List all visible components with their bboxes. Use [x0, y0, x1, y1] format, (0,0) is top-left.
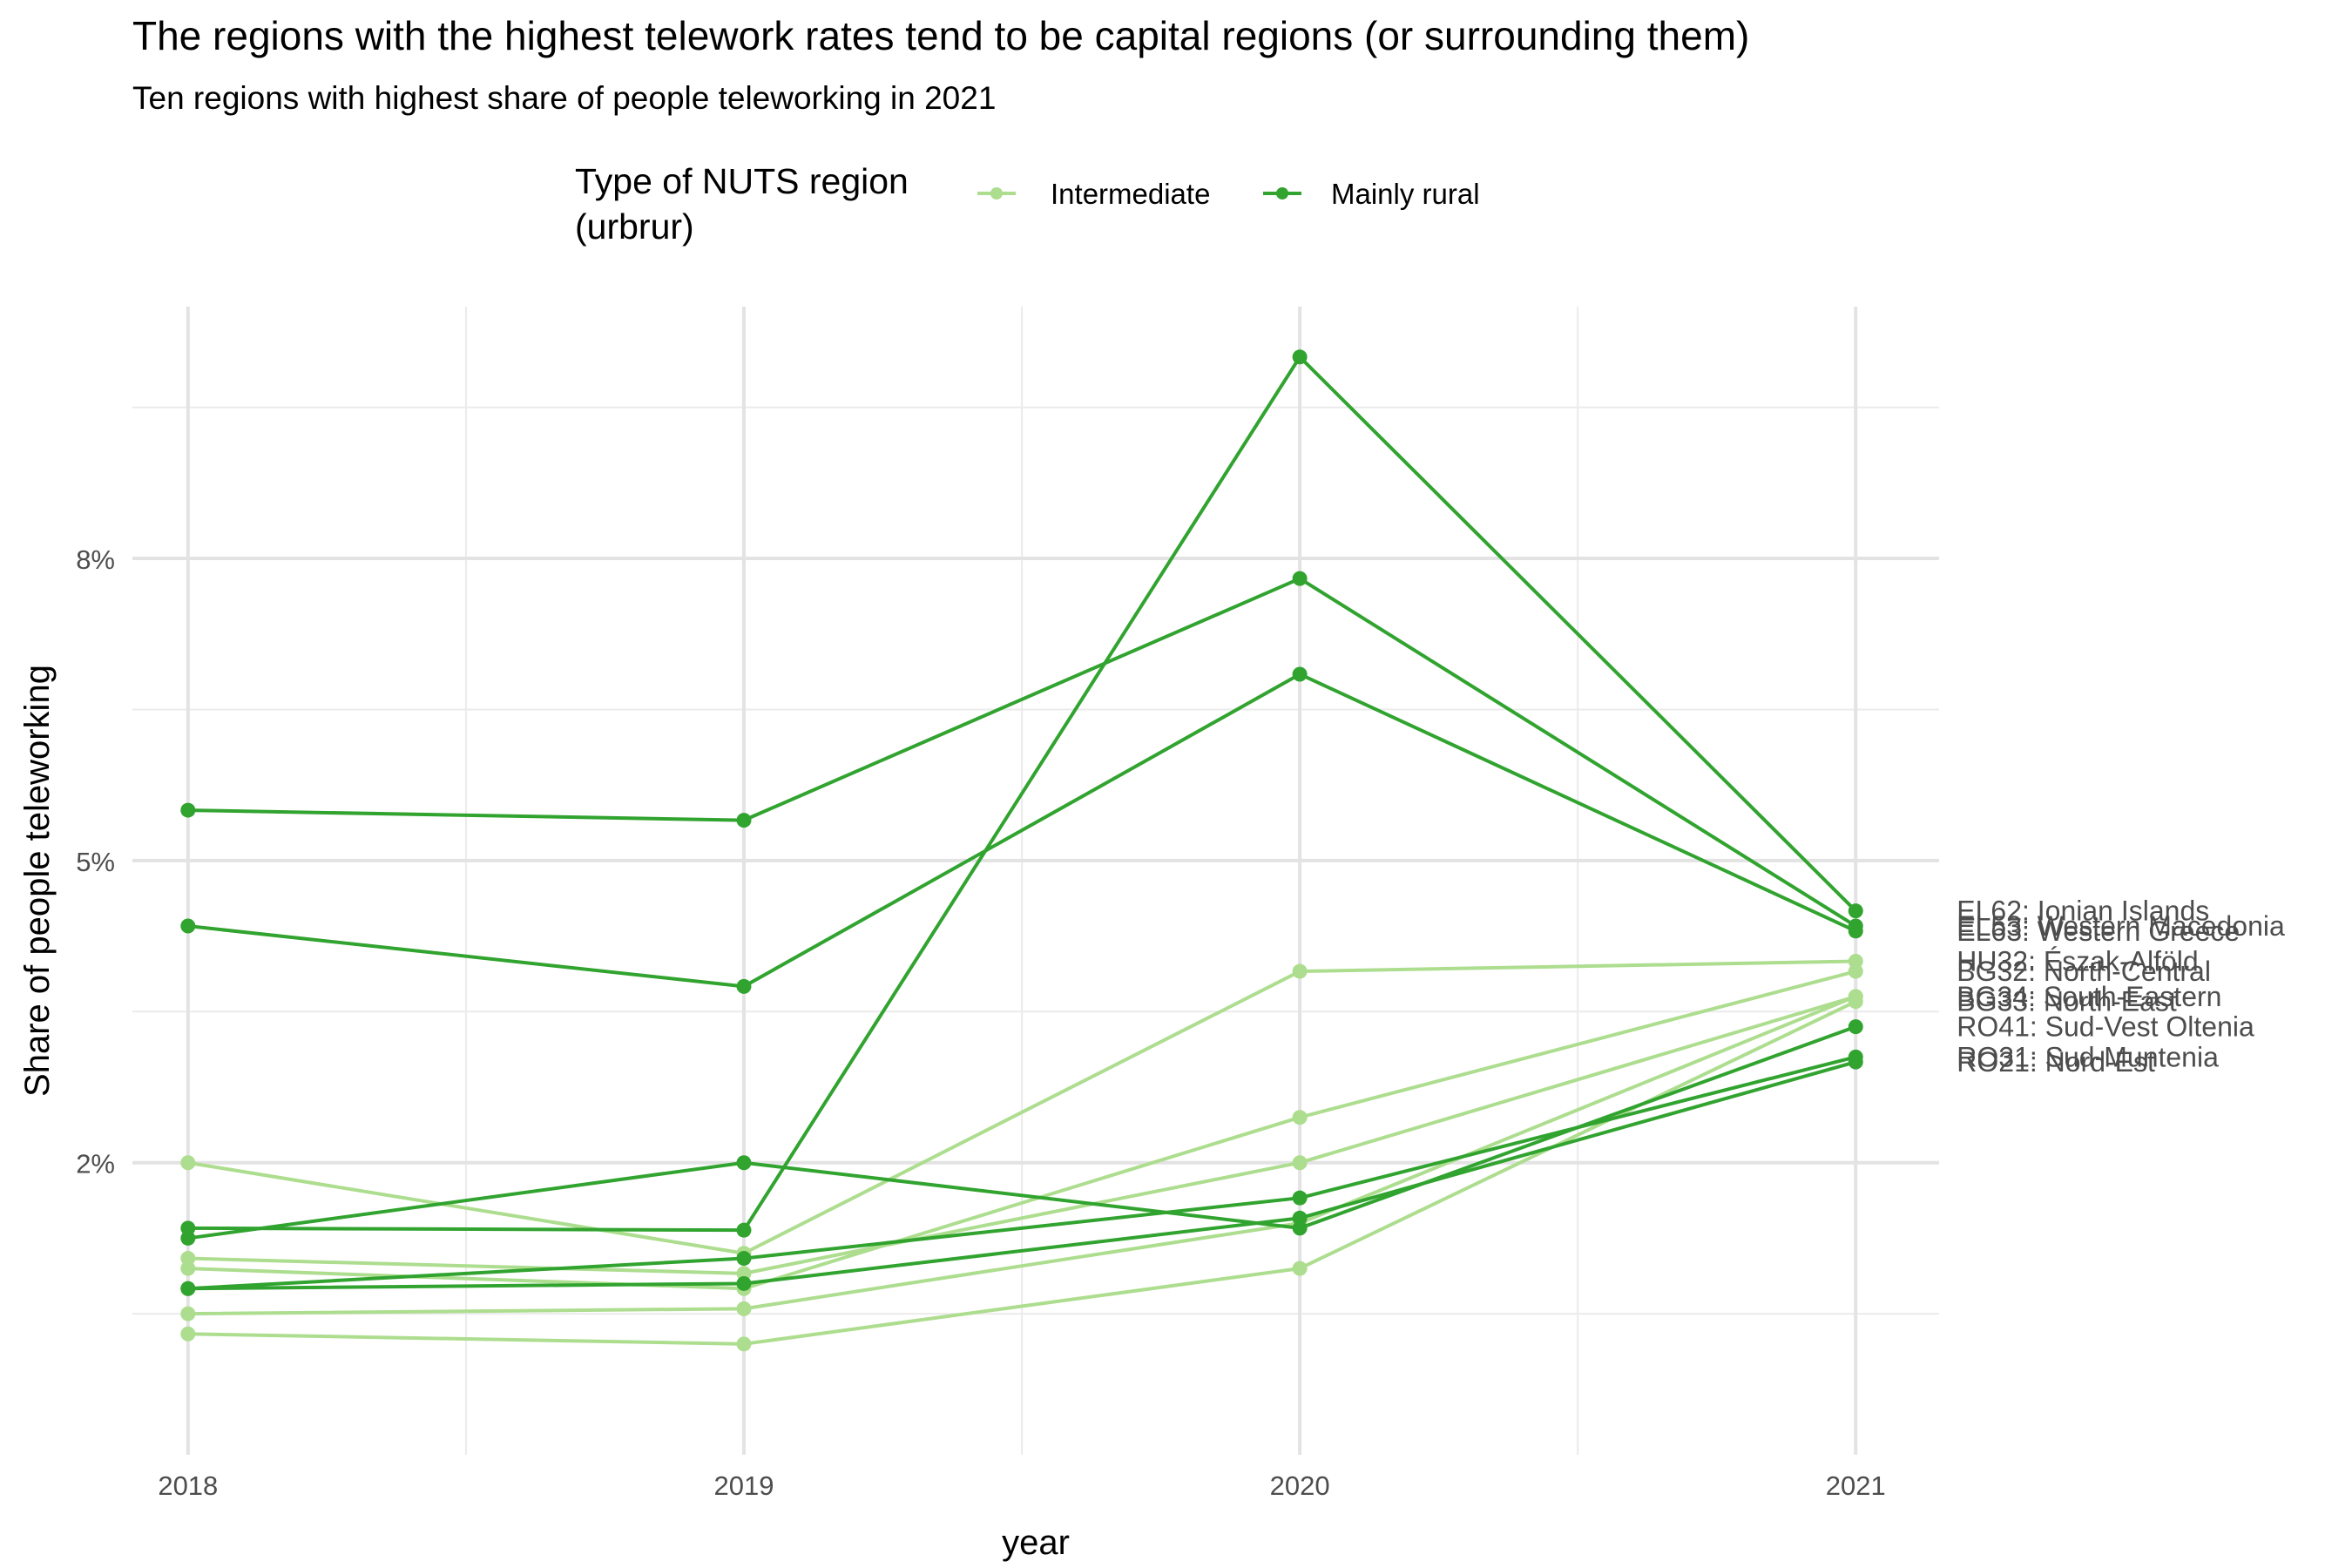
data-point: [1848, 1054, 1863, 1070]
series-line: [187, 577, 1857, 928]
data-point: [736, 978, 752, 994]
data-point: [1292, 1210, 1308, 1226]
data-point: [736, 1251, 752, 1267]
region-label: RO31: Sud-Muntenia: [1957, 1041, 2219, 1072]
series-line: [187, 999, 1857, 1346]
data-point: [1292, 1110, 1308, 1125]
data-point: [736, 1336, 752, 1352]
data-point: [180, 802, 196, 818]
legend: Type of NUTS region (urbrur) Intermediat…: [575, 161, 1480, 247]
x-tick-label: 2018: [158, 1470, 218, 1501]
data-point: [1292, 349, 1308, 365]
series-line: [187, 672, 1857, 989]
legend-label-mainly-rural: Mainly rural: [1331, 178, 1480, 210]
series-line: [187, 959, 1856, 1255]
y-tick-label: 8%: [76, 544, 115, 575]
y-axis-ticks: 2% 5% 8%: [76, 544, 115, 1179]
data-point: [1292, 1260, 1308, 1276]
series-line: [187, 1060, 1856, 1291]
region-label: RO21: Nord-Est: [1957, 1046, 2155, 1078]
region-label: BG32: North-Central: [1957, 956, 2211, 987]
data-point: [1848, 989, 1863, 1004]
data-point: [736, 1222, 752, 1238]
series-line: [187, 1055, 1856, 1291]
data-point: [180, 1326, 196, 1342]
y-tick-label: 5%: [76, 847, 115, 877]
data-point: [1848, 903, 1863, 919]
region-label: EL53: Western Macedonia: [1957, 910, 2285, 942]
region-label: BG33: North-East: [1957, 986, 2177, 1017]
data-point: [736, 1301, 752, 1316]
legend-label-intermediate: Intermediate: [1051, 178, 1210, 210]
series-line: [187, 355, 1857, 1233]
x-axis-ticks: 2018 2019 2020 2021: [158, 1470, 1885, 1501]
x-tick-label: 2019: [713, 1470, 774, 1501]
series-lines: [180, 349, 1863, 1352]
region-label: BG34: South-Eastern: [1957, 981, 2221, 1012]
x-axis-label: year: [1002, 1524, 1070, 1562]
region-label: EL62: Ionian Islands: [1957, 896, 2209, 927]
series-line: [187, 970, 1856, 1291]
data-point: [180, 1230, 196, 1246]
series-line: [187, 995, 1857, 1316]
legend-key-point-mainly-rural: [1276, 187, 1288, 199]
data-point: [736, 1275, 752, 1291]
data-point: [1292, 571, 1308, 586]
data-point: [1292, 1155, 1308, 1171]
region-label: HU32: Észak-Alföld: [1957, 945, 2198, 977]
y-axis-label: Share of people teleworking: [18, 665, 57, 1097]
region-label: RO41: Sud-Vest Oltenia: [1957, 1011, 2254, 1043]
data-point: [1848, 1019, 1863, 1035]
chart-title: The regions with the highest telework ra…: [132, 13, 1750, 58]
data-point: [1292, 963, 1308, 979]
data-point: [180, 1281, 196, 1296]
legend-title-second-line: (urbrur): [575, 206, 694, 247]
data-point: [736, 1155, 752, 1171]
data-point: [736, 813, 752, 828]
x-tick-label: 2021: [1826, 1470, 1886, 1501]
data-point: [1292, 1190, 1308, 1206]
data-point: [180, 1306, 196, 1321]
data-point: [1848, 923, 1863, 939]
series-line: [187, 995, 1856, 1275]
region-label: EL63: Western Greece: [1957, 916, 2240, 947]
grid: [132, 307, 1939, 1455]
data-point: [1292, 666, 1308, 682]
legend-key-point-intermediate: [990, 187, 1003, 199]
legend-title: Type of NUTS region: [575, 161, 909, 201]
data-point: [180, 918, 196, 934]
data-point: [180, 1251, 196, 1267]
chart-subtitle: Ten regions with highest share of people…: [132, 80, 997, 116]
x-tick-label: 2020: [1270, 1470, 1330, 1501]
y-tick-label: 2%: [76, 1149, 115, 1179]
data-point: [180, 1155, 196, 1171]
data-point: [1848, 963, 1863, 979]
